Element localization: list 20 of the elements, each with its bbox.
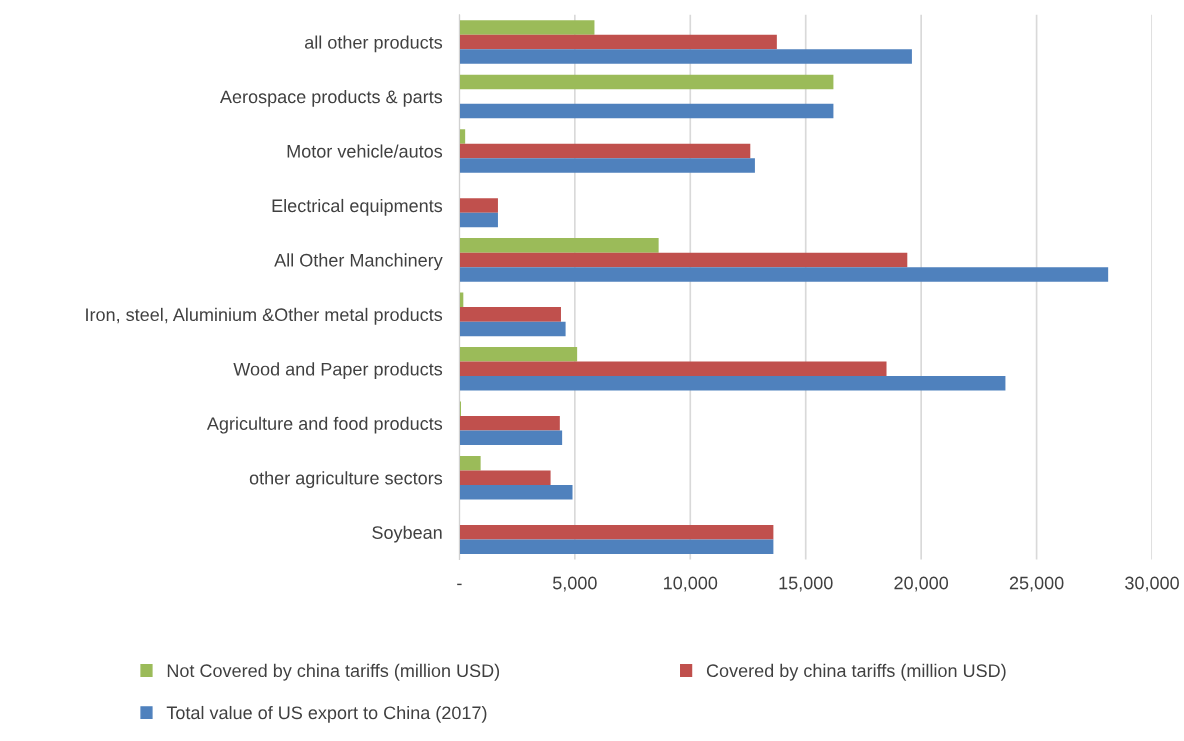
y-tick-label: other agriculture sectors — [249, 471, 443, 489]
y-tick-label: Motor vehicle/autos — [287, 144, 443, 158]
y-tick-label: All Other Manchinery — [274, 253, 443, 271]
y-tick-label: Agriculture and food products — [206, 416, 443, 434]
y-tick-label: Electrical equipments — [272, 198, 443, 216]
y-tick-label: Soybean — [372, 525, 442, 543]
x-tick-label: 15,000 — [779, 576, 833, 592]
y-tick-label: Aerospace products & parts — [219, 89, 443, 107]
x-tick-label: 30,000 — [1125, 576, 1179, 592]
x-tick-label: 5,000 — [552, 576, 597, 592]
legend-label: Total value of US export to China (2017) — [166, 705, 487, 723]
x-tick-label: 25,000 — [1009, 576, 1064, 592]
y-tick-label: all other products — [305, 35, 443, 53]
legend-label: Covered by china tariffs (million USD) — [706, 663, 1006, 681]
x-tick-label: 20,000 — [894, 576, 949, 592]
x-tick-label: 10,000 — [664, 576, 718, 592]
y-tick-label: Iron, steel, Aluminium &Other metal products — [86, 307, 443, 325]
x-tick-label: - — [457, 583, 462, 586]
legend-label: Not Covered by china tariffs (million USD) — [167, 663, 500, 681]
y-tick-label: Wood and Paper products — [233, 362, 443, 380]
